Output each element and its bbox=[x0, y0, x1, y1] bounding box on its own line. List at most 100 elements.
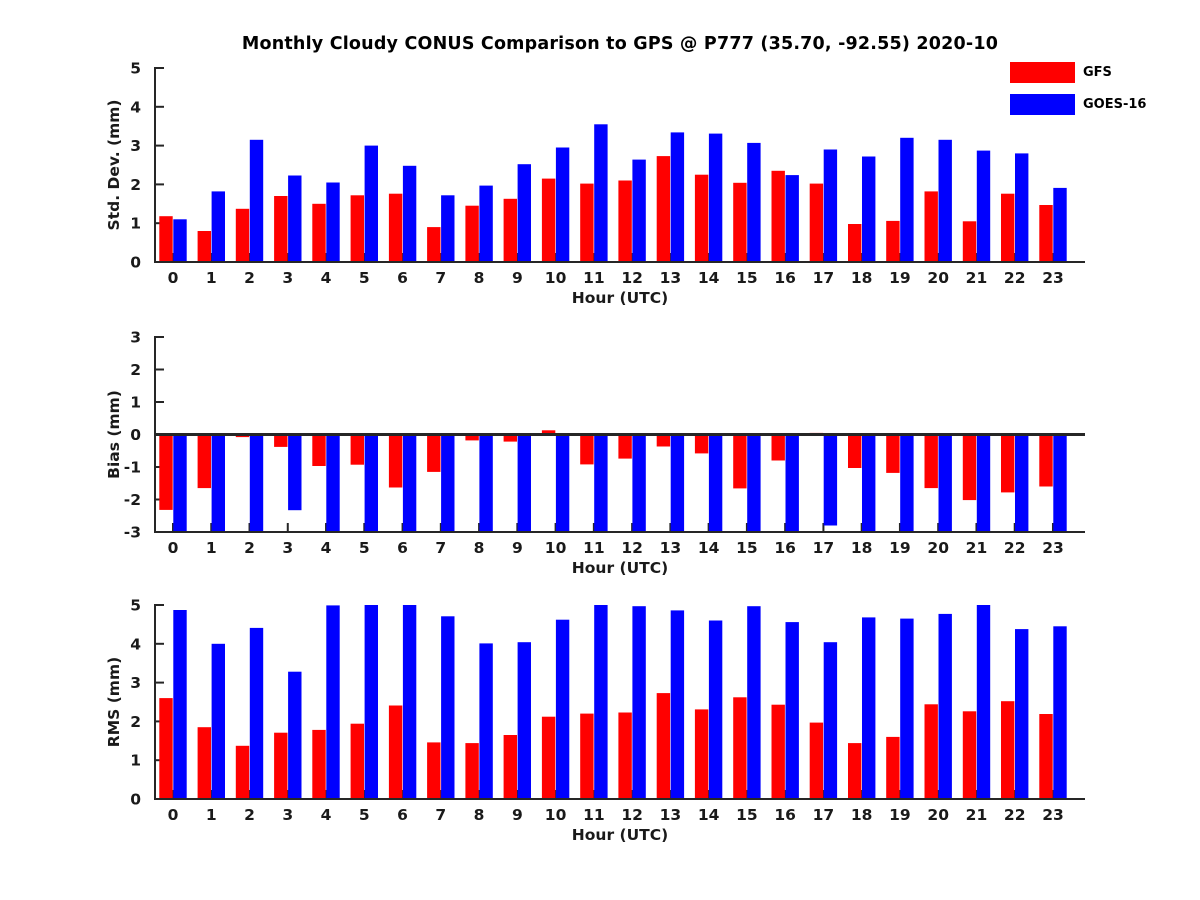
x-tick-label: 4 bbox=[321, 269, 332, 287]
goes16-bar-h15 bbox=[747, 434, 761, 532]
gfs-bar-h4 bbox=[312, 434, 326, 466]
x-tick-label: 15 bbox=[736, 806, 758, 824]
goes16-bar-h6 bbox=[402, 434, 417, 532]
goes16-bar-h23 bbox=[1053, 187, 1067, 262]
x-tick-label: 19 bbox=[889, 269, 911, 287]
goes16-bar-h0 bbox=[173, 434, 187, 532]
goes16-bar-h0 bbox=[173, 610, 187, 799]
goes16-bar-h11 bbox=[594, 124, 608, 262]
gfs-bar-h5 bbox=[350, 195, 364, 262]
goes16-bar-h2 bbox=[249, 434, 264, 532]
x-tick-label: 4 bbox=[321, 539, 332, 557]
x-tick-label: 18 bbox=[851, 806, 873, 824]
gfs-bar-h12 bbox=[618, 434, 632, 459]
x-tick-label: 3 bbox=[282, 269, 293, 287]
y-tick-label: 3 bbox=[130, 137, 141, 155]
x-tick-label: 9 bbox=[512, 539, 523, 557]
goes16-bar-h13 bbox=[670, 434, 685, 532]
x-tick-label: 10 bbox=[545, 539, 567, 557]
y-tick-label: 0 bbox=[130, 426, 141, 444]
gfs-color-swatch bbox=[1010, 62, 1075, 83]
x-tick-label: 10 bbox=[545, 269, 567, 287]
x-tick-label: 14 bbox=[698, 539, 720, 557]
goes16-bar-h17 bbox=[823, 434, 838, 526]
gfs-bar-h21 bbox=[962, 221, 977, 262]
gfs-bar-h2 bbox=[235, 208, 250, 262]
goes16-bar-h22 bbox=[1015, 629, 1029, 799]
goes16-bar-h10 bbox=[555, 434, 570, 532]
gfs-bar-h16 bbox=[771, 170, 785, 262]
goes16-bar-h9 bbox=[517, 434, 531, 532]
goes16-bar-h22 bbox=[1015, 153, 1029, 262]
y-tick-label: -3 bbox=[124, 524, 141, 542]
x-tick-label: 7 bbox=[435, 806, 446, 824]
goes16-bar-h3 bbox=[288, 671, 302, 799]
goes16-bar-h3 bbox=[288, 434, 302, 511]
gfs-bar-h11 bbox=[580, 183, 594, 262]
x-tick-label: 21 bbox=[966, 539, 988, 557]
x-tick-label: 2 bbox=[244, 539, 255, 557]
y-tick-label: 2 bbox=[130, 361, 141, 379]
goes16-bar-h16 bbox=[785, 622, 799, 799]
x-tick-label: 22 bbox=[1004, 806, 1026, 824]
gfs-bar-h10 bbox=[541, 430, 556, 435]
y-tick-label: 3 bbox=[130, 329, 141, 347]
gfs-bar-h0 bbox=[159, 698, 173, 799]
goes16-bar-h17 bbox=[823, 642, 838, 799]
gfs-bar-h2 bbox=[235, 745, 250, 799]
gfs-bar-h22 bbox=[1001, 434, 1015, 493]
gfs-bar-h22 bbox=[1001, 193, 1015, 262]
x-tick-label: 13 bbox=[660, 539, 682, 557]
x-tick-label: 20 bbox=[927, 806, 949, 824]
gfs-bar-h5 bbox=[350, 434, 364, 465]
y-tick-label: 2 bbox=[130, 176, 141, 194]
gfs-bar-h21 bbox=[962, 711, 977, 799]
gfs-bar-h20 bbox=[924, 704, 938, 799]
legend-row-goes16: GOES-16 bbox=[1010, 94, 1146, 115]
x-tick-label: 5 bbox=[359, 269, 370, 287]
x-tick-label: 1 bbox=[206, 539, 217, 557]
goes16-bar-h18 bbox=[862, 156, 876, 262]
goes16-bar-h5 bbox=[364, 145, 378, 262]
gfs-bar-h3 bbox=[274, 732, 288, 799]
x-tick-label: 9 bbox=[512, 806, 523, 824]
y-tick-label: 5 bbox=[130, 597, 141, 615]
x-tick-label: 15 bbox=[736, 269, 758, 287]
goes16-bar-h12 bbox=[632, 159, 646, 262]
x-tick-label: 2 bbox=[244, 269, 255, 287]
x-tick-label: 0 bbox=[168, 269, 179, 287]
x-tick-label: 4 bbox=[321, 806, 332, 824]
goes16-bar-h8 bbox=[479, 643, 493, 799]
goes16-bar-h20 bbox=[938, 434, 952, 532]
x-tick-label: 16 bbox=[774, 539, 796, 557]
gfs-bar-h14 bbox=[694, 709, 709, 799]
x-tick-label: 19 bbox=[889, 806, 911, 824]
x-tick-label: 23 bbox=[1042, 269, 1064, 287]
goes16-bar-h12 bbox=[632, 606, 646, 799]
x-tick-label: 11 bbox=[583, 539, 605, 557]
x-tick-label: 7 bbox=[435, 539, 446, 557]
gfs-bar-h10 bbox=[541, 178, 556, 262]
goes16-bar-h21 bbox=[976, 150, 991, 262]
y-tick-label: 1 bbox=[130, 752, 141, 770]
goes16-bar-h5 bbox=[364, 434, 378, 532]
legend-label-gfs: GFS bbox=[1083, 65, 1112, 80]
x-tick-label: 17 bbox=[813, 539, 835, 557]
x-tick-label: 0 bbox=[168, 806, 179, 824]
gfs-bar-h12 bbox=[618, 712, 632, 799]
x-tick-label: 16 bbox=[774, 806, 796, 824]
goes16-bar-h6 bbox=[402, 165, 417, 262]
goes16-bar-h21 bbox=[976, 605, 991, 799]
gfs-bar-h10 bbox=[541, 716, 556, 799]
legend-row-gfs: GFS bbox=[1010, 62, 1146, 83]
gfs-bar-h13 bbox=[656, 693, 671, 799]
goes16-bar-h4 bbox=[326, 605, 340, 799]
gfs-bar-h13 bbox=[656, 434, 671, 447]
x-tick-label: 11 bbox=[583, 269, 605, 287]
goes16-bar-h10 bbox=[555, 147, 570, 262]
y-tick-label: 2 bbox=[130, 713, 141, 731]
x-tick-label: 12 bbox=[621, 539, 643, 557]
gfs-bar-h1 bbox=[197, 434, 211, 489]
gfs-bar-h13 bbox=[656, 156, 671, 262]
goes16-bar-h14 bbox=[708, 620, 723, 799]
